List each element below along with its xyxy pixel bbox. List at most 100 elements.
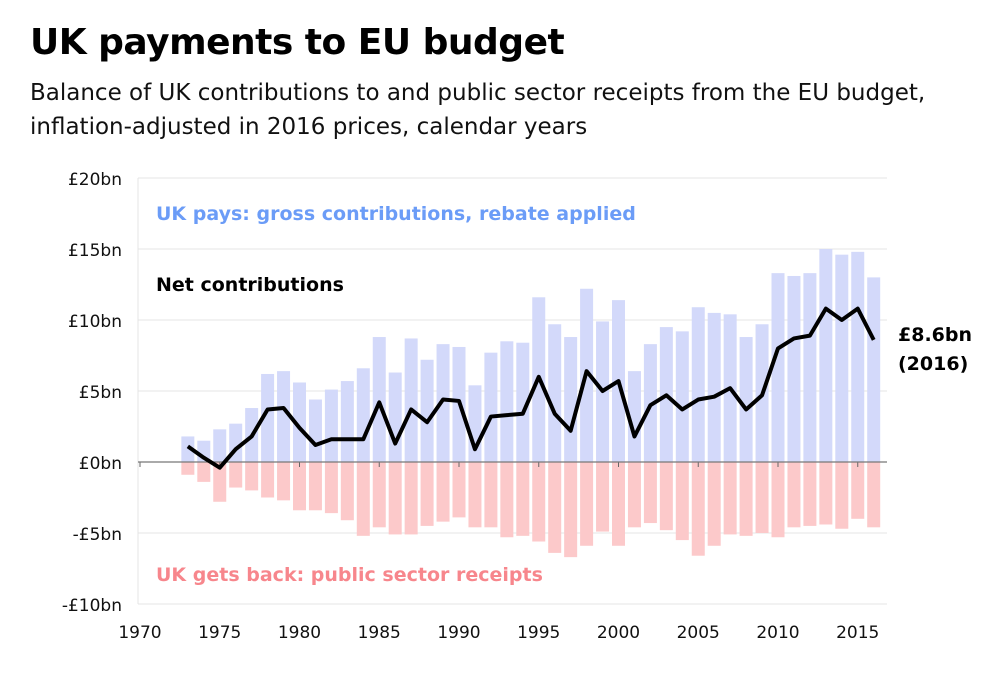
bar-gross-contribution (213, 429, 227, 462)
bar-receipts (516, 462, 530, 536)
bar-receipts (436, 462, 450, 522)
x-tick-label: 2000 (597, 623, 640, 643)
x-tick-label: 2015 (836, 623, 879, 643)
bar-receipts (755, 462, 769, 533)
y-tick-label: £15bn (68, 241, 122, 261)
bar-gross-contribution (675, 331, 689, 462)
x-tick-label: 1990 (437, 623, 480, 643)
annotation-value: £8.6bn (898, 324, 972, 346)
bar-receipts (388, 462, 402, 535)
x-tick-label: 1985 (358, 623, 401, 643)
bar-gross-contribution (404, 338, 418, 462)
net-contributions-line (186, 306, 876, 470)
y-tick-label: -£10bn (62, 596, 122, 616)
y-tick-label: -£5bn (73, 525, 122, 545)
x-tick-label: 1980 (278, 623, 321, 643)
legend-net-label: Net contributions (156, 274, 344, 296)
bar-gross-contribution (436, 344, 450, 462)
bar-receipts (659, 462, 673, 531)
chart-subtitle: Balance of UK contributions to and publi… (30, 80, 926, 140)
bar-gross-contribution (516, 342, 530, 462)
bar-receipts (596, 462, 610, 532)
bar-gross-contribution (707, 312, 721, 462)
bar-receipts (197, 462, 211, 482)
net-line (186, 306, 876, 470)
x-tick-label: 2010 (756, 623, 799, 643)
bar-receipts (548, 462, 562, 553)
bar-gross-contribution (627, 371, 641, 462)
bar-gross-contribution (500, 341, 514, 462)
x-tick-label: 1995 (517, 623, 560, 643)
bar-receipts (484, 462, 498, 528)
bar-receipts (564, 462, 578, 558)
bar-receipts (356, 462, 370, 536)
bar-gross-contribution (372, 337, 386, 462)
bar-gross-contribution (787, 275, 801, 462)
bar-gross-contribution (277, 371, 291, 462)
bar-gross-contribution (819, 249, 833, 462)
bar-gross-contribution (771, 273, 785, 462)
bar-gross-contribution (548, 324, 562, 462)
bar-gross-contribution (356, 368, 370, 462)
bar-receipts (181, 462, 195, 475)
bar-gross-contribution (293, 382, 306, 462)
chart-title: UK payments to EU budget (30, 22, 565, 63)
bar-receipts (324, 462, 338, 514)
bar-receipts (340, 462, 354, 521)
annotation-year: (2016) (898, 353, 968, 375)
bar-receipts (293, 462, 306, 511)
bar-gross-contribution (388, 372, 402, 462)
bar-receipts (468, 462, 482, 528)
bar-gross-contribution (803, 273, 817, 462)
bar-gross-contribution (484, 352, 498, 462)
bar-gross-contribution (308, 399, 322, 462)
legend-gross-label: UK pays: gross contributions, rebate app… (156, 203, 636, 225)
bar-receipts (261, 462, 275, 498)
bar-receipts (771, 462, 785, 538)
x-tick-label: 1970 (118, 623, 161, 643)
bar-gross-contribution (420, 359, 434, 462)
bar-receipts (308, 462, 322, 511)
bar-receipts (500, 462, 514, 538)
bar-receipts (532, 462, 546, 542)
x-tick-label: 2005 (677, 623, 720, 643)
y-tick-label: £20bn (68, 170, 122, 190)
y-tick-label: £0bn (79, 454, 122, 474)
bar-gross-contribution (851, 251, 865, 462)
bar-receipts (707, 462, 721, 546)
bar-receipts (404, 462, 418, 535)
bar-receipts (851, 462, 865, 519)
bar-receipts (627, 462, 641, 528)
bar-receipts (739, 462, 753, 536)
bar-receipts (675, 462, 689, 541)
bar-gross-contribution (867, 277, 881, 462)
bar-receipts (835, 462, 849, 529)
bar-receipts (245, 462, 259, 491)
legend-receipts-label: UK gets back: public sector receipts (156, 564, 543, 586)
bar-receipts (372, 462, 386, 528)
y-tick-label: £10bn (68, 312, 122, 332)
bar-receipts (643, 462, 657, 524)
bar-receipts (580, 462, 594, 546)
bar-gross-contribution (564, 337, 578, 462)
bar-receipts (819, 462, 833, 525)
bar-receipts (691, 462, 705, 556)
bar-gross-contribution (691, 307, 705, 462)
bar-gross-contribution (324, 389, 338, 462)
bar-receipts (867, 462, 881, 528)
y-tick-label: £5bn (79, 383, 122, 403)
bar-gross-contribution (340, 381, 354, 462)
bar-receipts (420, 462, 434, 526)
bar-gross-contribution (739, 337, 753, 462)
bar-receipts (277, 462, 291, 501)
bar-receipts (452, 462, 466, 518)
bar-gross-contribution (261, 373, 275, 462)
bar-receipts (612, 462, 625, 546)
bar-gross-contribution (181, 436, 195, 462)
bar-receipts (229, 462, 243, 488)
bar-gross-contribution (835, 254, 849, 462)
bar-receipts (787, 462, 801, 528)
x-tick-label: 1975 (198, 623, 241, 643)
bar-receipts (213, 462, 227, 502)
